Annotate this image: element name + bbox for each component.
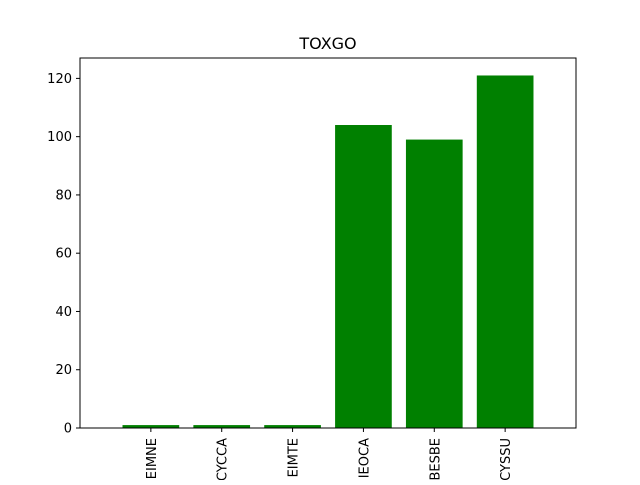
x-tick-label: BESBE bbox=[428, 438, 443, 480]
x-tick-label: IEOCA bbox=[357, 438, 372, 478]
x-tick-label: CYSSU bbox=[499, 438, 514, 480]
y-tick-label: 80 bbox=[55, 188, 72, 203]
y-tick-label: 0 bbox=[64, 422, 72, 437]
bar-eimte bbox=[264, 425, 321, 428]
y-tick-label: 20 bbox=[55, 363, 72, 378]
bar-cyssu bbox=[476, 75, 534, 428]
y-tick-label: 60 bbox=[55, 247, 72, 262]
y-axis: 0 20 40 60 80 100 120 bbox=[47, 72, 80, 437]
y-tick-label: 120 bbox=[47, 72, 72, 87]
chart-title: TOXGO bbox=[298, 34, 356, 53]
x-tick-label: CYCCA bbox=[216, 438, 231, 480]
bar-group bbox=[122, 75, 534, 428]
bar-eimne bbox=[122, 425, 180, 428]
plot-frame bbox=[79, 57, 577, 429]
bar-cycca bbox=[193, 425, 251, 428]
bar-besbe bbox=[405, 139, 463, 428]
y-tick-label: 100 bbox=[47, 130, 72, 145]
bar-ieoca bbox=[335, 125, 392, 428]
x-tick-label: EIMNE bbox=[145, 438, 160, 479]
x-axis: EIMNE CYCCA EIMTE IEOCA BESBE CYSSU bbox=[145, 428, 514, 481]
y-tick-label: 40 bbox=[55, 305, 72, 320]
x-tick-label: EIMTE bbox=[287, 438, 302, 477]
